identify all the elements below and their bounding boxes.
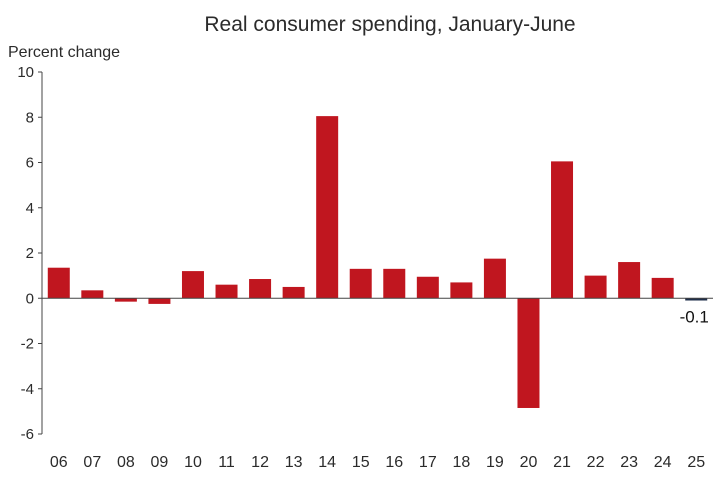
y-axis-label: Percent change (8, 44, 120, 61)
x-ticks: 06 07 08 09 10 11 12 13 14 15 16 17 18 19 20 21 22 23 24 25 (50, 454, 705, 471)
x-tick-label: 13 (285, 454, 303, 471)
x-tick-label: 15 (352, 454, 370, 471)
x-tick-label: 06 (50, 454, 68, 471)
y-tick-label: 10 (17, 64, 34, 81)
x-tick-label: 08 (117, 454, 135, 471)
y-tick-label: -4 (21, 381, 34, 398)
y-tick-label: -2 (21, 336, 34, 353)
x-tick-label: 19 (486, 454, 504, 471)
bar-25 (685, 298, 708, 301)
bar-17 (416, 276, 439, 299)
x-tick-label: 17 (419, 454, 437, 471)
bar-07 (81, 290, 104, 299)
bar-19 (483, 258, 506, 299)
data-label-25: -0.1 (680, 307, 709, 326)
y-ticks: 10 8 6 4 2 0 -2 -4 -6 (17, 64, 42, 443)
x-tick-label: 12 (251, 454, 269, 471)
x-tick-label: 25 (687, 454, 705, 471)
y-tick-label: 0 (26, 290, 34, 307)
x-tick-label: 24 (654, 454, 672, 471)
x-tick-label: 09 (151, 454, 169, 471)
x-tick-label: 18 (452, 454, 470, 471)
bar-24 (651, 277, 674, 299)
bar-15 (349, 268, 372, 299)
bar-20 (517, 298, 540, 408)
bar-08 (114, 298, 137, 302)
bars (47, 116, 708, 408)
x-tick-label: 11 (218, 454, 235, 471)
bar-22 (584, 275, 607, 299)
x-tick-label: 14 (318, 454, 336, 471)
x-tick-label: 20 (520, 454, 538, 471)
x-tick-label: 23 (620, 454, 638, 471)
bar-11 (215, 284, 238, 299)
x-tick-label: 21 (553, 454, 571, 471)
bar-06 (47, 267, 70, 299)
bar-16 (383, 268, 406, 299)
y-tick-label: 2 (26, 245, 34, 262)
bar-13 (282, 286, 305, 299)
y-tick-label: -6 (21, 426, 34, 443)
x-tick-label: 22 (587, 454, 605, 471)
bar-21 (551, 161, 574, 299)
bar-14 (316, 116, 339, 299)
x-tick-label: 16 (385, 454, 403, 471)
y-tick-label: 8 (26, 109, 34, 126)
bar-10 (181, 271, 204, 299)
bar-12 (249, 279, 272, 299)
y-tick-label: 4 (26, 200, 34, 217)
chart-title: Real consumer spending, January-June (204, 13, 575, 36)
bar-09 (148, 298, 171, 304)
y-tick-label: 6 (26, 155, 34, 172)
x-tick-label: 07 (83, 454, 101, 471)
bar-23 (618, 262, 641, 299)
x-tick-label: 10 (184, 454, 202, 471)
bar-18 (450, 282, 473, 299)
